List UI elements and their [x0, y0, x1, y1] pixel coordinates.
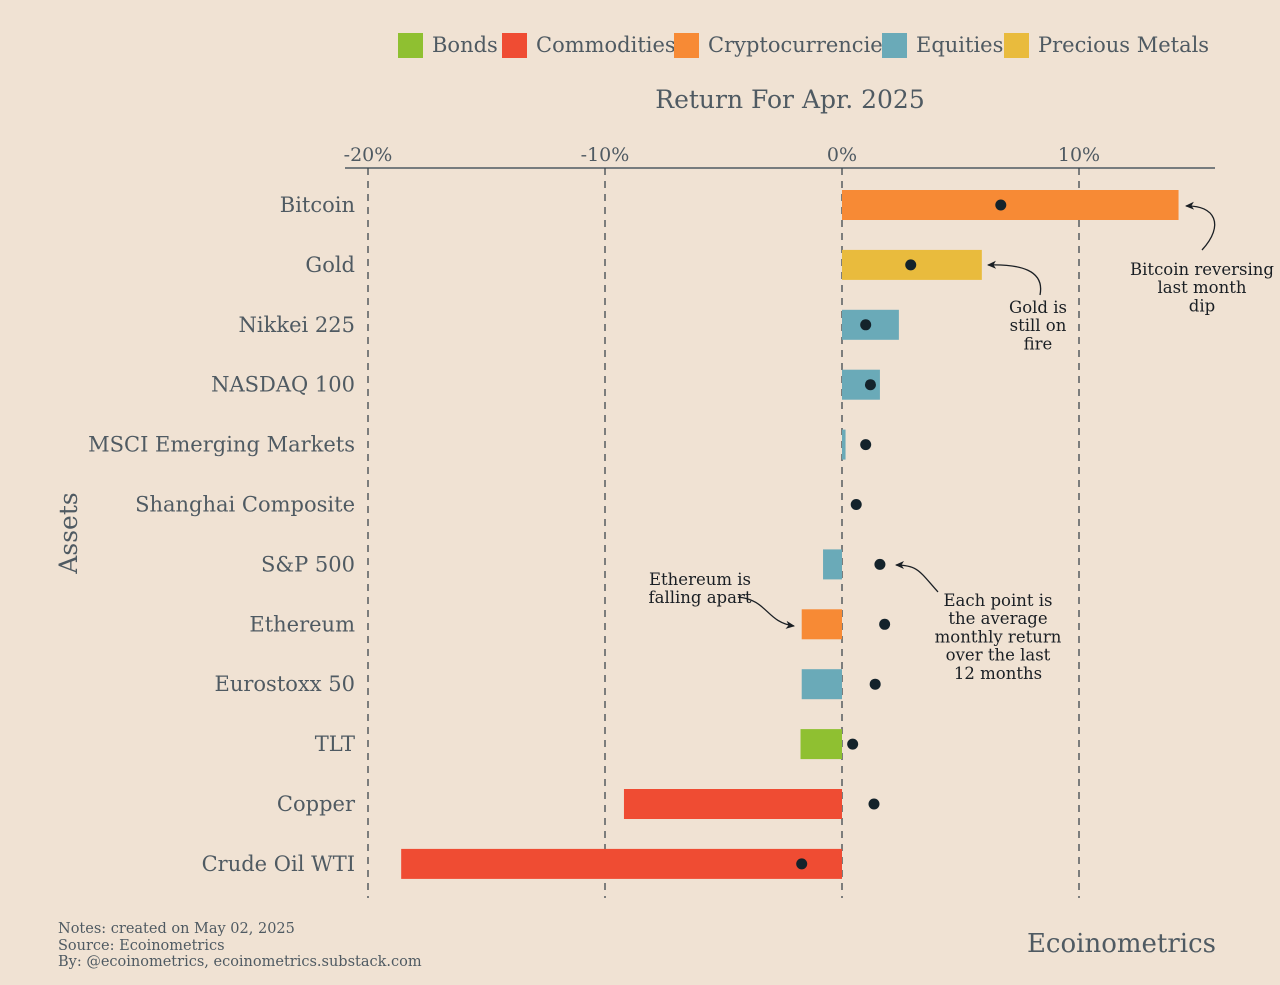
category-label-copper: Copper [277, 792, 356, 816]
brand-name: Ecoinometrics [1026, 929, 1216, 959]
legend-swatch-cryptocurrencies [674, 33, 699, 58]
annotation-average: Each point is the average monthly return ov… [895, 561, 1062, 683]
category-label-msci-emerging-markets: MSCI Emerging Markets [88, 433, 355, 457]
bar-sandp-500 [823, 549, 842, 580]
bars [401, 190, 1179, 879]
category-label-tlt: TLT [315, 732, 355, 756]
avg-point-msci-emerging-markets [860, 439, 872, 451]
ann-bitcoin-line: Bitcoin reversing [1130, 260, 1274, 279]
bar-crude-oil-wti [401, 848, 842, 879]
annotation-bitcoin: Bitcoin reversing last month dip [1130, 201, 1274, 315]
notes-created: Notes: created on May 02, 2025 [58, 921, 295, 937]
avg-point-eurostoxx-50 [869, 678, 881, 690]
x-tick-label: 0% [827, 144, 857, 166]
x-tick-label: 10% [1058, 144, 1100, 166]
annotation-gold: Gold is still on fire [987, 260, 1067, 353]
category-label-sandp-500: S&P 500 [261, 552, 355, 576]
x-axis-ticks: -20% -10% 0% 10% [344, 144, 1100, 166]
annotation-bitcoin-text: Bitcoin reversing last month dip [1130, 260, 1274, 315]
bar-tlt [800, 729, 842, 760]
avg-point-nasdaq-100 [864, 379, 876, 391]
category-label-shanghai-composite: Shanghai Composite [135, 493, 355, 517]
legend-label-equities: Equities [916, 33, 1003, 57]
ann-gold-line: Gold is [1009, 298, 1067, 317]
bar-eurostoxx-50 [801, 669, 842, 700]
ann-gold-line: fire [1024, 334, 1053, 353]
bar-copper [623, 789, 842, 819]
notes-source: Source: Ecoinometrics [58, 937, 225, 954]
x-axis-title: Return For Apr. 2025 [655, 85, 924, 114]
annotation-average-arrow [895, 561, 939, 593]
legend-label-bonds: Bonds [432, 33, 498, 57]
legend-swatch-equities [882, 33, 907, 58]
annotation-average-text: Each point is the average monthly return ov… [935, 591, 1062, 683]
ann-average-line: the average [948, 609, 1047, 628]
bar-ethereum [801, 609, 842, 640]
bar-msci-emerging-markets [842, 429, 846, 460]
legend-swatch-commodities [502, 33, 527, 58]
ann-ethereum-line: falling apart [649, 588, 752, 607]
category-label-nasdaq-100: NASDAQ 100 [211, 373, 355, 397]
ann-average-line: monthly return [935, 627, 1062, 646]
annotation-bitcoin-arrow [1185, 201, 1216, 251]
legend-label-commodities: Commodities [536, 33, 676, 57]
category-label-bitcoin: Bitcoin [280, 193, 355, 217]
bar-bitcoin [842, 190, 1179, 220]
avg-point-gold [905, 259, 917, 271]
annotation-gold-arrow [987, 260, 1042, 296]
avg-point-nikkei-225 [860, 319, 872, 331]
x-tick-label: -10% [581, 144, 630, 166]
legend-label-cryptocurrencies: Cryptocurrencies [708, 33, 894, 57]
annotation-gold-text: Gold is still on fire [1009, 298, 1067, 353]
ann-bitcoin-line: dip [1189, 296, 1215, 315]
average-points [796, 199, 1007, 870]
ann-bitcoin-line: last month [1158, 278, 1247, 297]
annotation-ethereum-text: Ethereum is falling apart [649, 570, 752, 607]
category-labels: Bitcoin Gold Nikkei 225 NASDAQ 100 MSCI Emer… [88, 193, 356, 876]
ann-average-line: 12 months [954, 664, 1042, 683]
legend: Bonds Commodities Cryptocurrencies Equities… [398, 33, 1209, 58]
avg-point-crude-oil-wti [796, 858, 808, 870]
annotation-ethereum-arrow [737, 596, 795, 629]
legend-swatch-bonds [398, 33, 423, 58]
category-label-nikkei-225: Nikkei 225 [239, 313, 355, 337]
avg-point-ethereum [879, 618, 891, 630]
category-label-ethereum: Ethereum [249, 612, 355, 636]
legend-swatch-precious-metals [1004, 33, 1029, 58]
gridlines [367, 168, 1080, 898]
avg-point-tlt [847, 738, 859, 750]
y-axis-title: Assets [54, 492, 83, 574]
legend-label-precious-metals: Precious Metals [1038, 33, 1209, 57]
avg-point-copper [868, 798, 880, 810]
avg-point-shanghai-composite [850, 499, 862, 510]
category-label-gold: Gold [305, 253, 355, 277]
x-tick-label: -20% [344, 144, 393, 166]
notes: Notes: created on May 02, 2025 Source: E… [58, 921, 422, 971]
category-label-crude-oil-wti: Crude Oil WTI [202, 852, 355, 876]
avg-point-bitcoin [995, 199, 1007, 211]
ann-average-line: over the last [946, 646, 1051, 665]
avg-point-sandp-500 [874, 558, 886, 570]
notes-by: By: @ecoinometrics, ecoinometrics.substa… [58, 954, 422, 970]
annotation-ethereum: Ethereum is falling apart [649, 570, 795, 629]
ann-average-line: Each point is [943, 591, 1052, 610]
category-label-eurostoxx-50: Eurostoxx 50 [215, 672, 355, 696]
ann-ethereum-line: Ethereum is [649, 570, 751, 589]
ann-gold-line: still on [1010, 316, 1067, 335]
